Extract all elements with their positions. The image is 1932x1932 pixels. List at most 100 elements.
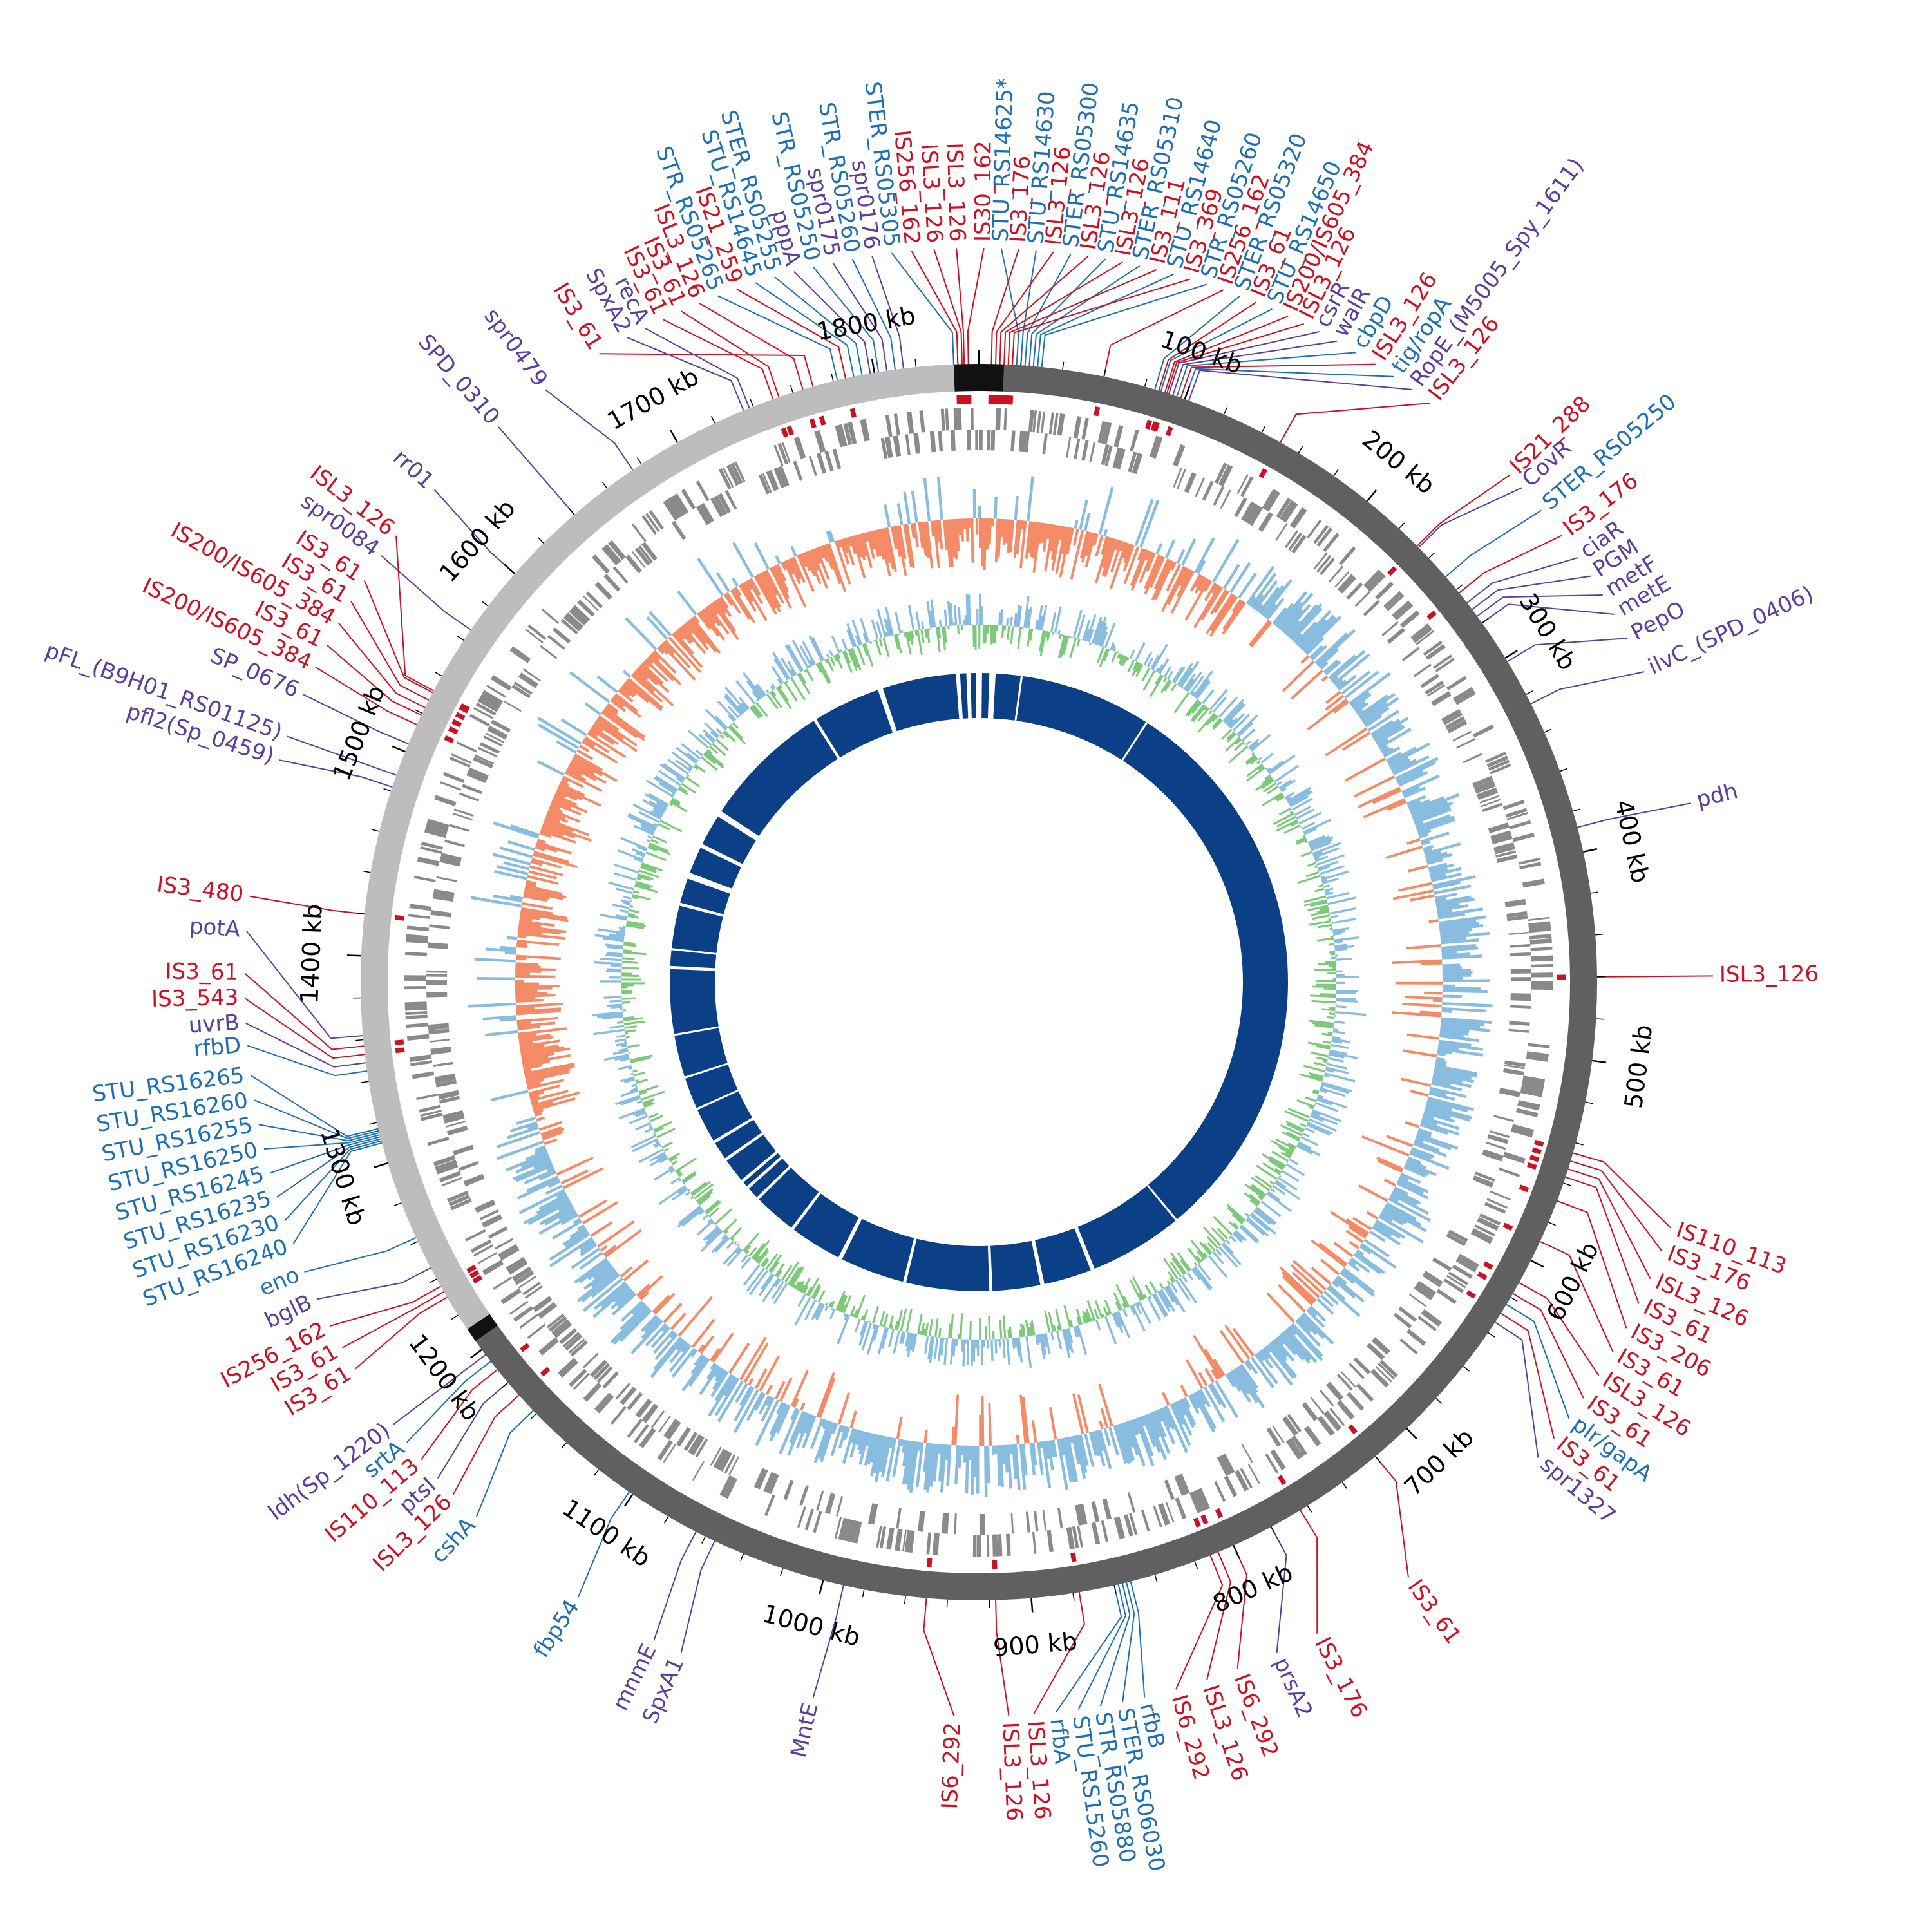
gc-content-bar: [658, 770, 681, 786]
cds-block: [797, 1506, 806, 1528]
gc-content-bar: [629, 1115, 649, 1124]
gc-content-bar: [1030, 1320, 1036, 1336]
tick-mark: [593, 1469, 600, 1476]
cds-block: [1042, 1510, 1047, 1531]
gc-content-bar: [797, 1294, 806, 1307]
gc-skew-bar: [905, 524, 915, 569]
cds-block: [518, 1276, 536, 1289]
gc-content-bar: [1043, 1333, 1048, 1347]
gc-content-bar: [1018, 1337, 1023, 1363]
gc-skew-bar: [1381, 746, 1390, 753]
gc-content-bar: [656, 1153, 667, 1160]
cds-block: [1421, 1309, 1442, 1327]
cds-block: [525, 629, 544, 644]
gc-skew-bar: [1294, 1319, 1321, 1347]
gc-skew-bar: [1361, 1135, 1410, 1157]
gc-content-bar: [794, 1281, 800, 1289]
gc-content-bar: [1016, 605, 1021, 627]
gc-skew-bar: [1410, 1149, 1432, 1160]
cds-block: [498, 1244, 518, 1257]
gc-skew-bar: [744, 580, 753, 591]
cds-block: [641, 542, 658, 561]
gc-skew-bar: [779, 1408, 800, 1454]
gc-content-bar: [861, 1322, 873, 1351]
cds-block: [1417, 1316, 1437, 1332]
gc-skew-bar: [855, 1430, 862, 1446]
gc-content-bar: [1312, 985, 1336, 989]
gc-content-bar: [896, 1309, 904, 1331]
gc-skew-bar: [537, 838, 546, 844]
gc-content-bar: [1159, 658, 1170, 674]
gc-skew-bar: [1272, 1339, 1288, 1358]
cds-block: [627, 1392, 643, 1410]
tick-mark: [1592, 1059, 1607, 1063]
cds-block: [433, 889, 455, 898]
is-element-mark: [809, 418, 817, 429]
gc-skew-bar: [1109, 542, 1128, 590]
gc-skew-bar: [1115, 1424, 1131, 1464]
gc-content-bar: [1113, 1292, 1123, 1311]
cds-block: [1431, 691, 1452, 706]
gc-content-bar: [1149, 1280, 1157, 1293]
gc-skew-bar: [1423, 1113, 1434, 1120]
gc-content-bar: [790, 677, 806, 701]
gc-skew-bar: [1048, 1407, 1057, 1440]
cds-block: [1340, 1371, 1356, 1388]
gc-content-bar: [1192, 670, 1213, 697]
gc-skew-bar: [522, 902, 553, 911]
gc-content-bar: [814, 1303, 824, 1318]
cds-block: [1448, 1229, 1468, 1243]
gene-label: IS3_61: [165, 958, 238, 985]
gc-content-bar: [1264, 774, 1271, 781]
gc-skew-bar: [881, 1437, 892, 1477]
gc-skew-bar: [811, 549, 828, 589]
tick-mark: [1144, 379, 1148, 387]
cds-block: [428, 1023, 450, 1030]
gc-content-bar: [1208, 1255, 1228, 1278]
gc-skew-bar: [611, 1293, 637, 1316]
gc-content-bar: [1046, 631, 1051, 641]
gc-skew-bar: [1349, 672, 1391, 705]
inner-block: [1122, 723, 1289, 1220]
inner-block: [674, 1028, 728, 1077]
gc-content-bar: [735, 680, 756, 705]
gc-content-bar: [1173, 667, 1186, 684]
gc-skew-bar: [1094, 536, 1111, 584]
gc-skew-bar: [573, 755, 618, 782]
gc-content-bar: [1311, 1051, 1329, 1057]
gc-skew-bar: [796, 1414, 812, 1448]
gc-content-bar: [682, 1173, 697, 1184]
cds-block: [895, 1528, 903, 1551]
tick-mark: [1488, 1332, 1495, 1338]
gc-content-bar: [885, 632, 889, 637]
tick-mark: [1526, 690, 1533, 695]
tick-mark: [1595, 934, 1604, 936]
gc-content-bar: [859, 1320, 867, 1336]
cds-block: [986, 1534, 990, 1557]
gc-content-bar: [614, 1095, 641, 1106]
gc-skew-bar: [1395, 757, 1439, 781]
cds-block: [507, 1259, 528, 1275]
gc-skew-bar: [739, 1385, 753, 1406]
gc-content-bar: [1017, 627, 1022, 650]
gc-content-bar: [632, 1069, 638, 1073]
gc-skew-bar: [595, 719, 624, 741]
cds-block: [409, 1054, 432, 1063]
cds-block: [582, 1352, 599, 1369]
gc-skew-bar: [1413, 805, 1451, 822]
cds-block: [404, 1001, 427, 1007]
gc-skew-bar: [868, 531, 876, 550]
gc-skew-bar: [1359, 1245, 1372, 1255]
gc-skew-bar: [1390, 1193, 1429, 1215]
gc-content-bar: [1044, 1310, 1051, 1333]
gc-skew-bar: [518, 1036, 554, 1043]
gc-content-bar: [1190, 1240, 1207, 1259]
gc-skew-bar: [1376, 1156, 1404, 1171]
gc-content-bar: [1277, 1177, 1298, 1191]
cds-block: [1329, 1408, 1345, 1426]
gc-content-bar: [1068, 636, 1072, 638]
cds-block: [434, 1073, 455, 1080]
backbone-segment: [467, 1314, 498, 1341]
gc-skew-bar: [715, 572, 730, 592]
gc-skew-bar: [1122, 542, 1130, 560]
